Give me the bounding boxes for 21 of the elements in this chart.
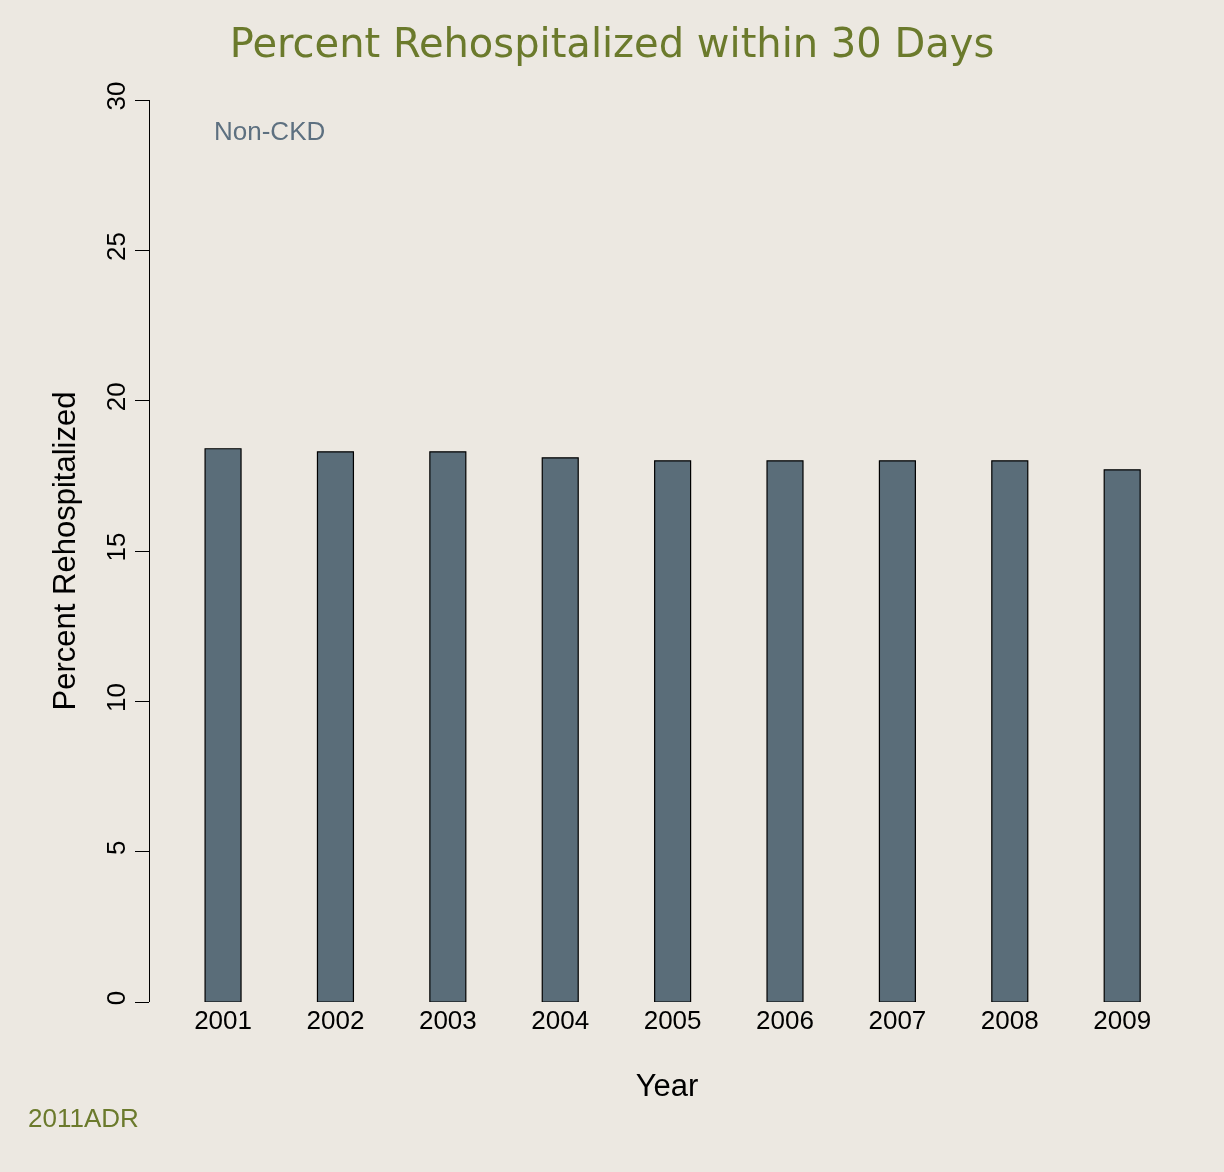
y-tick-label: 25 bbox=[100, 231, 131, 261]
y-tick-label: 15 bbox=[100, 532, 131, 562]
annotation: Non-CKD bbox=[214, 116, 326, 146]
y-tick-label: 30 bbox=[100, 81, 131, 111]
x-tick-label: 2006 bbox=[756, 1005, 814, 1035]
x-tick-label: 2005 bbox=[643, 1005, 702, 1035]
x-tick-label: 2008 bbox=[980, 1005, 1039, 1035]
x-tick-label: 2001 bbox=[194, 1005, 252, 1035]
x-tick-label: 2003 bbox=[418, 1005, 477, 1035]
y-tick-label: 5 bbox=[100, 840, 131, 855]
y-tick-label: 10 bbox=[100, 682, 131, 712]
y-tick-label: 0 bbox=[100, 990, 131, 1006]
chart-title: Percent Rehospitalized within 30 Days bbox=[229, 20, 995, 67]
x-tick-label: 2007 bbox=[868, 1005, 927, 1035]
x-axis-title: Year bbox=[635, 1068, 699, 1104]
y-tick-label: 20 bbox=[100, 382, 131, 412]
x-tick-label: 2002 bbox=[306, 1005, 365, 1035]
x-tick-label: 2009 bbox=[1093, 1005, 1152, 1035]
y-axis-title: Percent Rehospitalized bbox=[47, 391, 83, 711]
text: 2011ADR bbox=[28, 1103, 139, 1133]
x-tick-label: 2004 bbox=[531, 1005, 590, 1035]
